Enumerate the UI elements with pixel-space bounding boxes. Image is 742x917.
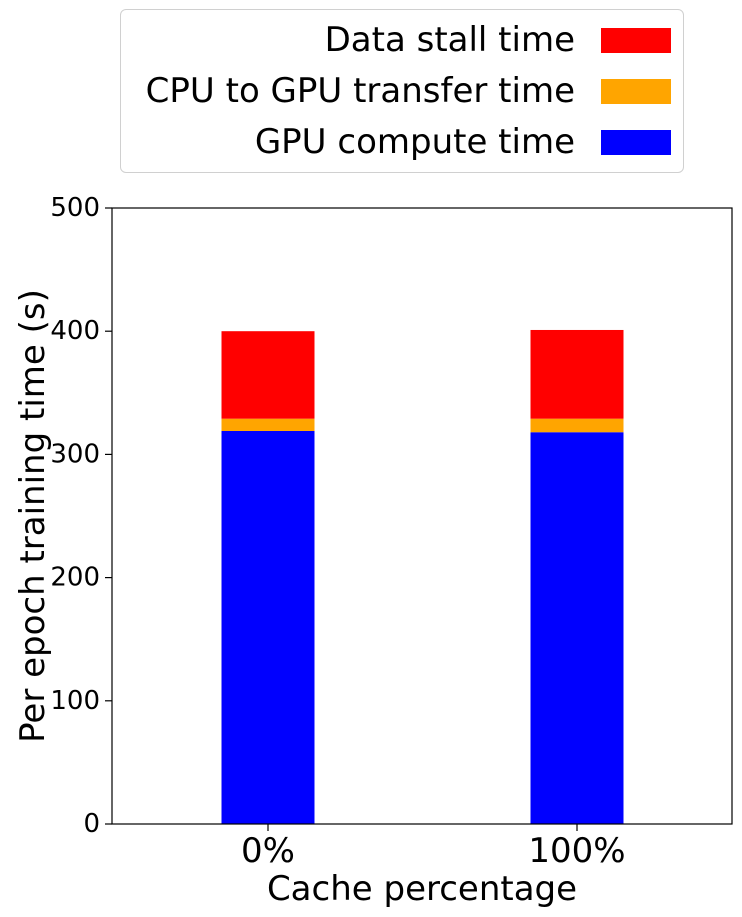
legend-swatch [601, 27, 671, 53]
legend-item-gpu-compute: GPU compute time [255, 122, 671, 162]
bar-segment-gpu-compute-time [221, 430, 315, 824]
y-tick-label: 300 [50, 439, 100, 469]
bar-segment-data-stall-time [221, 331, 315, 419]
y-axis-label: Per epoch training time (s) [13, 289, 53, 743]
bar-segment-data-stall-time [530, 329, 624, 419]
legend-label: Data stall time [324, 20, 575, 60]
bar-segment-cpu-to-gpu-transfer-time [530, 418, 624, 433]
bars-group [221, 329, 624, 824]
x-tick-label: 0% [241, 831, 295, 871]
y-tick-label: 0 [83, 809, 100, 839]
legend-swatch [601, 78, 671, 104]
legend: Data stall time CPU to GPU transfer time… [120, 9, 684, 173]
legend-item-data-stall: Data stall time [325, 20, 671, 60]
bar-segment-gpu-compute-time [530, 432, 624, 824]
y-tick-label: 400 [50, 316, 100, 346]
plot-frame [111, 207, 733, 825]
legend-label: CPU to GPU transfer time [145, 71, 575, 111]
x-axis: 0% 100% [241, 824, 626, 871]
x-tick-label: 100% [528, 831, 625, 871]
legend-swatch [601, 129, 671, 155]
legend-label: GPU compute time [254, 122, 575, 162]
y-tick-label: 100 [50, 686, 100, 716]
y-tick-label: 500 [50, 193, 100, 223]
y-axis: 0 100 200 300 400 500 [50, 193, 112, 839]
bar-segment-cpu-to-gpu-transfer-time [221, 418, 315, 431]
legend-item-cpu-gpu-transfer: CPU to GPU transfer time [146, 71, 671, 111]
y-tick-label: 200 [50, 563, 100, 593]
x-axis-label: Cache percentage [267, 869, 577, 909]
